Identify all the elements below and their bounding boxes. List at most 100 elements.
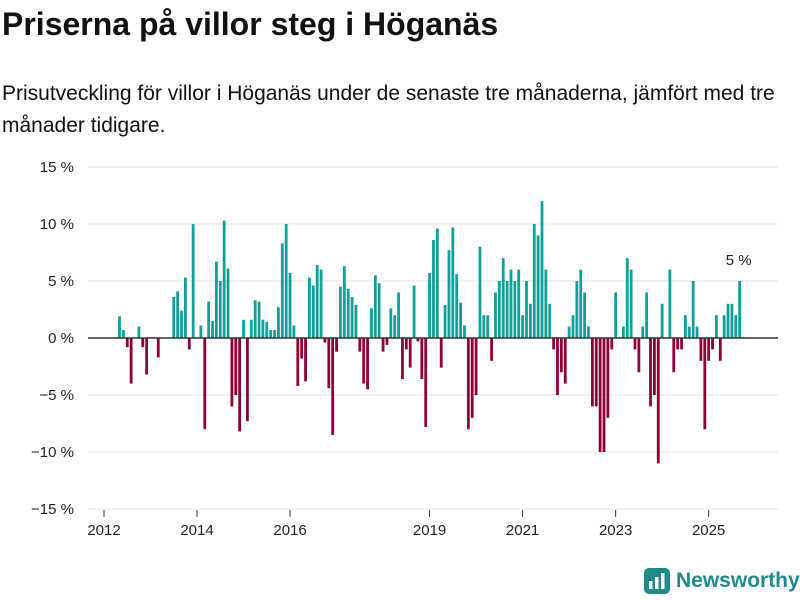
bar [370, 308, 373, 338]
bar [308, 277, 311, 338]
bar [656, 338, 660, 464]
bar [408, 338, 412, 368]
bar [404, 338, 408, 350]
x-tick-label: 2016 [273, 522, 306, 539]
bar [707, 338, 711, 361]
bar [463, 325, 466, 338]
bar [397, 292, 400, 338]
bar [145, 338, 149, 375]
bar [501, 258, 505, 338]
bar [548, 303, 552, 338]
bar [699, 338, 703, 361]
bar [711, 338, 714, 350]
bar [211, 320, 214, 338]
bar [183, 277, 187, 338]
bar [575, 281, 579, 338]
bar [525, 281, 528, 338]
x-axis: 2012 2014 2016 2019 2021 2023 2025 [87, 510, 725, 539]
bar [125, 338, 129, 348]
bar [331, 338, 335, 435]
bar [203, 338, 207, 430]
brand-logo: Newsworthy [644, 568, 800, 594]
bar [668, 269, 672, 338]
bar [432, 239, 435, 338]
bar [207, 301, 211, 338]
bar [273, 330, 276, 338]
bar [238, 338, 242, 432]
bar [521, 315, 525, 338]
bar [730, 303, 734, 338]
brand-name: Newsworthy [676, 569, 800, 592]
bar [684, 315, 687, 338]
bar [536, 235, 540, 338]
chart-subtitle: Prisutveckling för villor i Höganäs unde… [2, 82, 775, 137]
bar [641, 326, 645, 338]
bar [625, 258, 629, 338]
bar [722, 315, 726, 338]
bar [482, 315, 486, 338]
bar [226, 268, 230, 338]
bar [672, 338, 676, 373]
bar [556, 338, 559, 395]
bar [509, 269, 513, 338]
bar [319, 269, 323, 338]
bar [474, 338, 478, 395]
bar [381, 338, 385, 352]
bar [362, 338, 366, 384]
bar [676, 338, 680, 350]
bar [261, 319, 265, 338]
bar [393, 315, 397, 338]
bar [292, 325, 296, 338]
bar [435, 228, 439, 338]
bar [583, 292, 587, 338]
bar [579, 269, 583, 338]
bar [141, 338, 145, 348]
bar [129, 338, 133, 384]
bar [715, 315, 718, 338]
bar [420, 338, 424, 380]
bar [645, 292, 649, 338]
bar [563, 338, 567, 384]
bar [215, 261, 218, 338]
bar [385, 338, 389, 345]
bar [470, 338, 474, 418]
bar [412, 285, 416, 338]
bar [416, 338, 420, 342]
bar [621, 326, 625, 338]
bar [517, 269, 521, 338]
bars [118, 201, 742, 464]
bar [230, 338, 234, 407]
bar [598, 338, 602, 452]
bar [652, 338, 656, 395]
bar [478, 246, 482, 338]
bar [660, 303, 664, 338]
bar [377, 283, 381, 338]
bar [288, 273, 292, 338]
x-tick-label: 2019 [413, 522, 446, 539]
bar [350, 296, 354, 338]
bar [718, 338, 722, 361]
bar [594, 338, 598, 407]
bar [494, 292, 497, 338]
bar [342, 266, 346, 338]
y-tick-label: −15 % [31, 501, 74, 518]
bar [540, 201, 544, 338]
bar [269, 330, 273, 338]
bar [284, 224, 288, 338]
bar [296, 338, 300, 386]
bar [428, 273, 431, 338]
bar [327, 338, 331, 389]
bar [180, 310, 183, 338]
y-tick-label: −10 % [31, 444, 74, 461]
bar [315, 265, 319, 338]
bar [629, 269, 633, 338]
bar [121, 330, 125, 338]
bar [242, 319, 245, 338]
bar [246, 338, 249, 422]
bar [257, 301, 261, 338]
bar [137, 326, 141, 338]
bar [346, 288, 350, 338]
bar [401, 338, 404, 380]
y-tick-label: 5 % [48, 273, 74, 290]
chart-title: Priserna på villor steg i Höganäs [2, 6, 499, 42]
